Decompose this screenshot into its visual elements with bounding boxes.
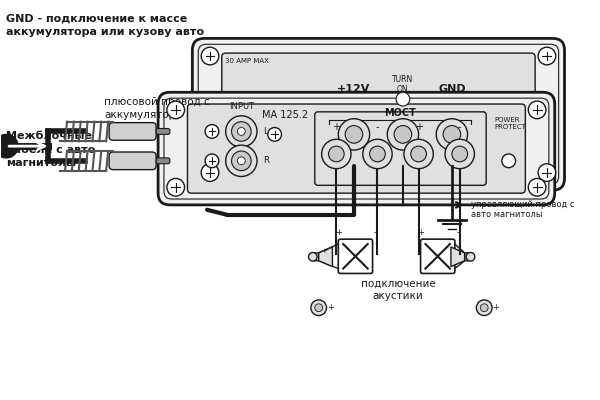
- Text: 30 AMP MAX: 30 AMP MAX: [225, 58, 269, 64]
- Circle shape: [436, 119, 467, 150]
- FancyBboxPatch shape: [109, 152, 156, 170]
- Circle shape: [404, 139, 433, 169]
- Text: -: -: [322, 260, 324, 266]
- Circle shape: [345, 126, 363, 143]
- Circle shape: [167, 178, 185, 196]
- Circle shape: [387, 119, 419, 150]
- FancyBboxPatch shape: [338, 239, 373, 274]
- Text: INPUT: INPUT: [229, 102, 254, 111]
- FancyBboxPatch shape: [156, 128, 170, 134]
- Circle shape: [528, 178, 546, 196]
- FancyBboxPatch shape: [158, 92, 555, 205]
- Text: TURN
ON: TURN ON: [392, 75, 413, 94]
- Circle shape: [481, 304, 488, 312]
- FancyBboxPatch shape: [164, 98, 549, 199]
- Circle shape: [238, 128, 245, 135]
- FancyBboxPatch shape: [421, 239, 455, 274]
- Text: +: +: [415, 122, 422, 132]
- Circle shape: [205, 124, 219, 138]
- Circle shape: [167, 101, 185, 119]
- Circle shape: [226, 145, 257, 176]
- Circle shape: [466, 252, 475, 261]
- Text: GND: GND: [438, 84, 466, 94]
- Text: Межблочные
кабели с авто
магнитолы: Межблочные кабели с авто магнитолы: [6, 132, 95, 168]
- FancyBboxPatch shape: [314, 253, 319, 261]
- Circle shape: [528, 101, 546, 119]
- Circle shape: [322, 139, 351, 169]
- Polygon shape: [319, 247, 332, 266]
- Polygon shape: [451, 247, 464, 266]
- FancyBboxPatch shape: [232, 107, 263, 161]
- Circle shape: [0, 134, 18, 158]
- Text: GND - подключение к массе
аккумулятора или кузову авто: GND - подключение к массе аккумулятора и…: [6, 14, 205, 37]
- Text: POWER
PROTECT: POWER PROTECT: [494, 117, 526, 130]
- Circle shape: [226, 116, 257, 147]
- Text: +: +: [417, 228, 424, 237]
- Text: подключение
акустики: подключение акустики: [361, 278, 436, 301]
- Circle shape: [205, 154, 219, 168]
- Circle shape: [308, 252, 317, 261]
- Text: +: +: [322, 248, 328, 254]
- Text: -: -: [376, 122, 379, 132]
- Text: +: +: [493, 303, 499, 312]
- Circle shape: [443, 126, 461, 143]
- Circle shape: [370, 146, 385, 162]
- Text: управляющий провод с
авто магнитолы: управляющий провод с авто магнитолы: [472, 200, 575, 219]
- Text: -: -: [458, 122, 461, 132]
- FancyBboxPatch shape: [198, 44, 559, 184]
- Circle shape: [394, 126, 412, 143]
- Circle shape: [538, 47, 556, 65]
- FancyBboxPatch shape: [222, 53, 535, 176]
- FancyBboxPatch shape: [236, 112, 258, 156]
- FancyBboxPatch shape: [193, 38, 565, 190]
- Text: L: L: [263, 127, 268, 136]
- FancyBboxPatch shape: [109, 123, 156, 140]
- Circle shape: [538, 164, 556, 181]
- FancyBboxPatch shape: [156, 158, 170, 164]
- Circle shape: [238, 157, 245, 165]
- Text: +: +: [456, 248, 461, 254]
- Circle shape: [445, 139, 475, 169]
- Circle shape: [411, 146, 427, 162]
- Circle shape: [311, 300, 326, 316]
- Text: +12V: +12V: [337, 84, 371, 94]
- Text: МОСТ: МОСТ: [384, 108, 416, 118]
- Circle shape: [502, 154, 515, 168]
- Circle shape: [201, 164, 219, 181]
- Text: МА 125.2: МА 125.2: [262, 110, 308, 120]
- Circle shape: [315, 304, 323, 312]
- FancyBboxPatch shape: [329, 102, 476, 166]
- Text: -: -: [374, 228, 377, 237]
- Text: -: -: [456, 228, 459, 237]
- Text: плюсовой провод с
аккумулятора: плюсовой провод с аккумулятора: [104, 97, 210, 120]
- Circle shape: [338, 119, 370, 150]
- FancyBboxPatch shape: [464, 253, 470, 261]
- Circle shape: [363, 139, 392, 169]
- FancyBboxPatch shape: [187, 104, 526, 193]
- Circle shape: [232, 151, 251, 171]
- Text: -: -: [459, 260, 461, 266]
- Text: +: +: [335, 228, 342, 237]
- Circle shape: [232, 122, 251, 141]
- Circle shape: [201, 47, 219, 65]
- Text: R: R: [263, 156, 269, 165]
- Circle shape: [476, 300, 492, 316]
- FancyBboxPatch shape: [315, 112, 486, 185]
- Circle shape: [396, 92, 410, 106]
- Text: +: +: [327, 303, 334, 312]
- Text: +: +: [332, 122, 340, 132]
- Circle shape: [268, 128, 281, 141]
- Circle shape: [452, 146, 467, 162]
- Circle shape: [328, 146, 344, 162]
